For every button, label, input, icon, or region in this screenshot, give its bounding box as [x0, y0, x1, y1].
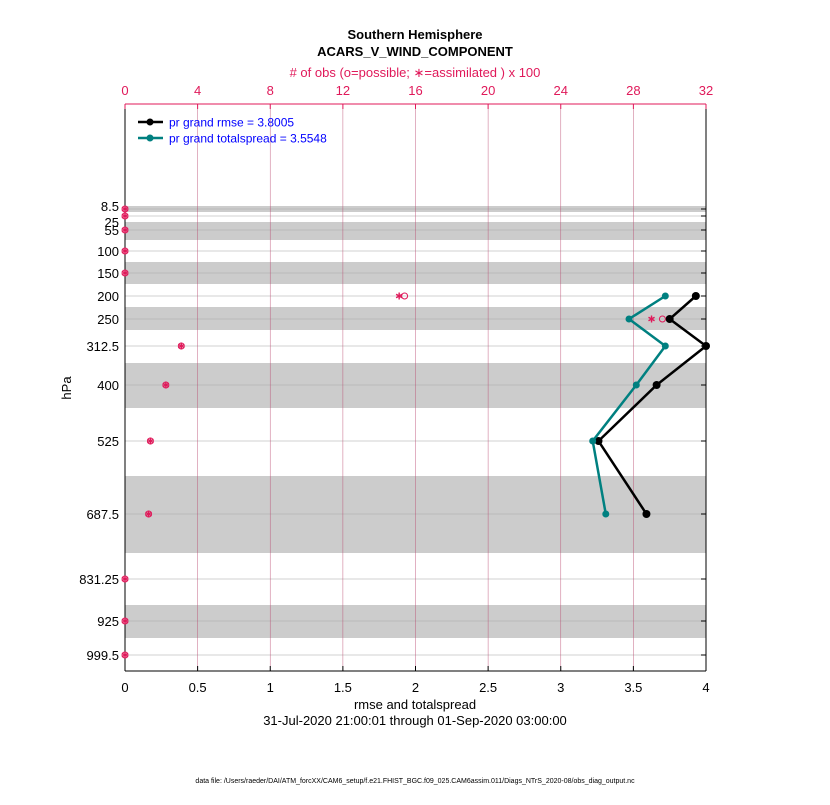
spread-point: [602, 510, 610, 518]
top-axis-label: # of obs (o=possible; ∗=assimilated ) x …: [290, 65, 541, 80]
obs-assimilated-marker: [145, 510, 152, 518]
obs-assimilated-marker: [121, 575, 129, 583]
top-x-tick-label: 32: [699, 83, 713, 98]
obs-assimilated-marker: [121, 212, 129, 220]
spread-point: [632, 381, 640, 389]
x-tick-label: 2.5: [479, 680, 497, 695]
x-tick-label: 2: [412, 680, 419, 695]
obs-assimilated-marker: [177, 342, 185, 350]
rmse-line: [596, 295, 709, 515]
x-axis-label: rmse and totalspread: [354, 697, 476, 712]
y-tick-label: 831.25: [79, 572, 119, 587]
obs-assimilated-marker: [395, 292, 403, 300]
top-x-tick-label: 4: [194, 83, 201, 98]
rmse-point: [652, 381, 661, 389]
top-x-tick-label: 24: [554, 83, 568, 98]
spread-line: [591, 294, 668, 515]
legend-marker: [146, 134, 154, 142]
y-tick-label: 25: [105, 215, 119, 230]
spread-point: [661, 342, 669, 350]
y-tick-label: 925: [97, 614, 119, 629]
top-x-tick-label: 12: [336, 83, 350, 98]
rmse-point: [642, 510, 651, 518]
top-x-tick-label: 28: [626, 83, 640, 98]
rmse-point: [665, 315, 674, 323]
spread-point: [589, 437, 597, 445]
chart-subtitle: ACARS_V_WIND_COMPONENT: [317, 44, 513, 59]
rmse-point: [691, 292, 700, 300]
y-tick-label: 200: [97, 289, 119, 304]
obs-assimilated-marker: [121, 205, 129, 213]
top-x-tick-label: 20: [481, 83, 495, 98]
x-tick-label: 3.5: [624, 680, 642, 695]
y-tick-label: 999.5: [86, 648, 119, 663]
y-tick-label: 8.5: [101, 199, 119, 214]
x-tick-label: 1: [267, 680, 274, 695]
x-tick-label: 0.5: [189, 680, 207, 695]
spread-point: [661, 292, 669, 300]
obs-assimilated-marker: [121, 617, 129, 625]
x-tick-label: 3: [557, 680, 564, 695]
footer-data-file: data file: /Users/raeder/DAI/ATM_forcXX/…: [195, 778, 635, 785]
rmse-point: [594, 437, 603, 445]
legend-entry: pr grand rmse = 3.8005: [169, 116, 294, 130]
obs-assimilated-marker: [121, 269, 129, 277]
obs-possible-marker: [658, 315, 666, 323]
x-tick-label: 0: [121, 680, 128, 695]
spread-point: [625, 315, 633, 323]
obs-assimilated-marker: [147, 437, 154, 445]
y-axis-label: hPa: [59, 376, 74, 400]
y-tick-label: 55: [105, 223, 119, 238]
top-x-tick-label: 8: [267, 83, 274, 98]
chart-title: Southern Hemisphere: [347, 27, 482, 42]
y-tick-label: 400: [97, 378, 119, 393]
obs-possible-marker: [401, 292, 409, 300]
obs-assimilated-marker: [162, 381, 170, 389]
legend-entry: pr grand totalspread = 3.5548: [169, 132, 327, 146]
y-tick-label: 312.5: [86, 339, 119, 354]
y-tick-label: 150: [97, 266, 119, 281]
obs-assimilated-marker: [121, 651, 129, 659]
x-tick-label: 4: [702, 680, 709, 695]
date-range: 31-Jul-2020 21:00:01 through 01-Sep-2020…: [263, 713, 567, 728]
y-tick-label: 687.5: [86, 507, 119, 522]
top-x-tick-label: 0: [121, 83, 128, 98]
y-tick-label: 525: [97, 434, 119, 449]
y-tick-label: 100: [97, 244, 119, 259]
obs-assimilated-marker: [648, 315, 655, 323]
top-x-tick-label: 16: [408, 83, 422, 98]
rmse-point: [702, 342, 710, 350]
y-tick-label: 250: [97, 312, 119, 327]
legend-marker: [146, 118, 154, 126]
x-tick-label: 1.5: [334, 680, 352, 695]
obs-assimilated-marker: [121, 226, 129, 234]
obs-assimilated-marker: [121, 247, 129, 255]
